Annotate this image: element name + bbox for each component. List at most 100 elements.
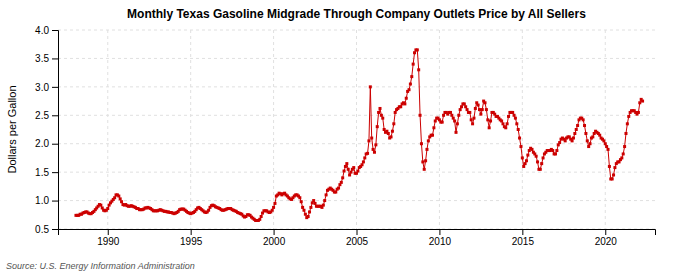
marker [420,142,423,145]
title: Monthly Texas Gasoline Midgrade Through … [127,7,586,21]
grid-line [273,30,274,229]
marker [519,145,522,148]
marker [345,162,348,165]
marker [515,122,518,125]
marker [423,168,426,171]
marker [622,152,625,155]
marker [344,165,347,168]
x-tick: 1995 [180,229,203,247]
x-axis: 1990199520002005201020152020 [59,229,656,247]
marker [554,152,557,155]
marker [517,128,520,131]
marker [611,177,614,180]
marker [604,142,607,145]
grid-line [356,30,357,229]
marker [441,121,444,124]
marker [432,126,435,129]
marker [627,115,630,118]
tick-label: 2005 [346,236,369,247]
y-axis-line [52,31,59,230]
marker [575,128,578,131]
marker [551,149,554,152]
y-tick: 2.0 [35,138,58,149]
marker [626,122,629,125]
marker [572,137,575,140]
marker [602,139,605,142]
tick-mark [274,229,275,235]
y-tick: 0.5 [35,224,58,235]
tick-label: 1995 [180,236,203,247]
marker [526,154,529,157]
tick-mark [191,229,192,235]
marker [301,206,304,209]
marker [409,83,412,86]
marker [466,108,469,111]
tick-mark [52,201,58,202]
grid-line [107,30,108,229]
marker [380,114,383,117]
marker [453,119,456,122]
marker [521,156,524,159]
marker [500,119,503,122]
marker [363,156,366,159]
marker [539,168,542,171]
marker [302,209,305,212]
marker [486,118,489,121]
marker [99,204,102,207]
marker [117,195,120,198]
tick-mark [52,30,58,31]
marker [419,114,422,117]
marker [607,148,610,151]
tick-mark [52,58,58,59]
marker [348,173,351,176]
line [76,50,643,221]
marker [586,139,589,142]
tick-mark [439,229,440,235]
marker [525,159,528,162]
marker [638,101,641,104]
marker [322,204,325,207]
marker [582,118,585,121]
tick-mark [357,229,358,235]
marker [624,132,627,135]
marker [298,196,301,199]
marker [272,206,275,209]
marker [207,209,210,212]
marker [535,155,538,158]
marker [612,173,615,176]
marker [271,209,274,212]
marker [374,143,377,146]
x-axis-line [59,230,656,236]
grid-line [522,30,523,229]
marker [449,111,452,114]
marker [307,215,310,218]
marker [390,135,393,138]
marker [452,117,455,120]
tick-label: 2.5 [35,110,49,121]
tick-label: 2015 [512,236,535,247]
marker [558,141,561,144]
marker [460,105,463,108]
marker [300,200,303,203]
plot: 19901995200020052010201520200.51.01.52.0… [35,25,655,247]
x-tick: 2005 [346,229,369,247]
marker [361,163,364,166]
marker [352,166,355,169]
marker [513,114,516,117]
tick-label: 1.5 [35,167,49,178]
marker [394,111,397,114]
marker [106,207,109,210]
marker [484,101,487,104]
grid [58,30,655,229]
tick-mark [52,115,58,116]
marker [410,75,413,78]
marker [584,132,587,135]
marker [314,202,317,205]
marker [273,202,276,205]
marker [381,117,384,120]
x-tick: 2020 [595,229,618,247]
marker [370,137,373,140]
y-tick: 2.5 [35,110,58,121]
tick-label: 2020 [595,236,618,247]
marker [542,156,545,159]
